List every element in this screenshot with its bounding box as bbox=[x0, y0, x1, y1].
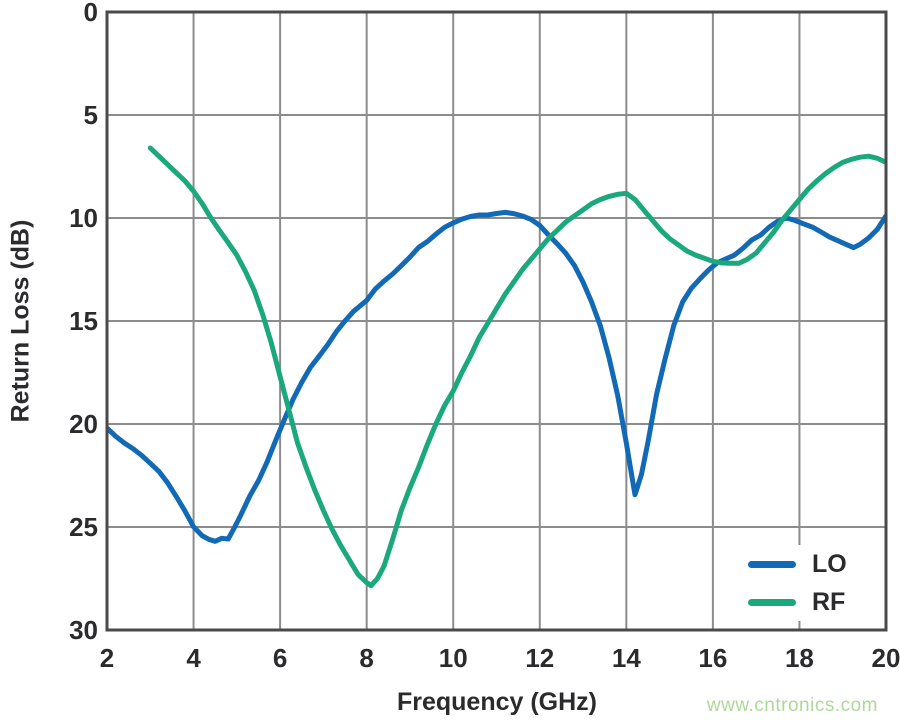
rf-line-swatch bbox=[748, 598, 796, 606]
x-tick-label: 18 bbox=[785, 643, 814, 673]
x-axis-tick-labels: 2 4 6 8 10 12 14 16 18 20 bbox=[100, 643, 900, 673]
x-tick-label: 4 bbox=[186, 643, 201, 673]
legend-item-rf: RF bbox=[738, 587, 864, 617]
x-tick-label: 2 bbox=[100, 643, 114, 673]
y-axis-title: Return Loss (dB) bbox=[6, 219, 35, 423]
x-tick-label: 10 bbox=[439, 643, 468, 673]
watermark: www.cntronics.com bbox=[706, 695, 878, 716]
lo-line-swatch bbox=[748, 560, 796, 568]
y-tick-label: 30 bbox=[69, 615, 98, 645]
x-tick-label: 6 bbox=[273, 643, 287, 673]
y-tick-label: 25 bbox=[69, 512, 98, 542]
plot-frame bbox=[105, 10, 888, 632]
legend-label-rf: RF bbox=[812, 588, 846, 616]
data-curves bbox=[107, 145, 886, 589]
y-tick-label: 5 bbox=[84, 100, 98, 130]
y-axis-tick-labels: 0 5 10 15 20 25 30 bbox=[69, 0, 98, 645]
x-tick-label: 8 bbox=[359, 643, 373, 673]
y-tick-label: 0 bbox=[84, 0, 98, 27]
lo-curve bbox=[107, 209, 886, 544]
y-tick-label: 20 bbox=[69, 409, 98, 439]
x-tick-label: 16 bbox=[698, 643, 727, 673]
x-tick-label: 12 bbox=[525, 643, 554, 673]
x-tick-label: 14 bbox=[612, 643, 641, 673]
x-tick-label: 20 bbox=[872, 643, 900, 673]
x-axis-title: Frequency (GHz) bbox=[396, 688, 598, 716]
rf-curve bbox=[147, 145, 886, 589]
legend-item-lo: LO bbox=[738, 549, 864, 579]
y-tick-label: 15 bbox=[69, 306, 98, 336]
legend: LO RF bbox=[736, 545, 866, 621]
y-tick-label: 10 bbox=[69, 203, 98, 233]
legend-label-lo: LO bbox=[812, 550, 847, 578]
